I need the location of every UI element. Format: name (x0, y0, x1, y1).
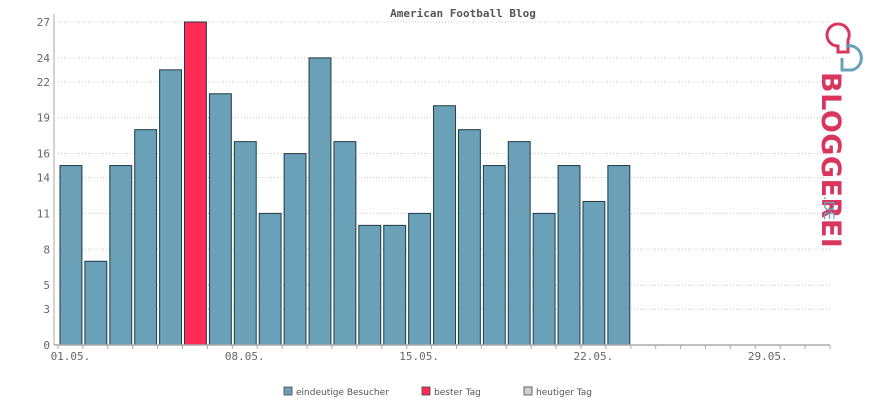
legend-item: heutiger Tag (523, 386, 592, 398)
bar (557, 165, 581, 346)
bar (507, 141, 531, 346)
bar (457, 129, 481, 346)
legend-label: heutiger Tag (536, 388, 592, 398)
bar (159, 69, 183, 346)
legend-swatch (523, 386, 533, 396)
bar (482, 165, 506, 346)
x-tick-label: 01.05. (51, 350, 91, 363)
bar (383, 224, 407, 346)
bar (408, 212, 432, 346)
legend-swatch (421, 386, 431, 396)
y-tick-label: 14 (37, 172, 51, 185)
legend-item: eindeutige Besucher (283, 386, 389, 398)
bar (283, 153, 307, 346)
brand-suffix: .DE (820, 196, 836, 220)
bar (433, 105, 456, 346)
axes: 0 3 5 8 11 14 16 19 22 24 27 01.05. 08.05. 15.05. 22.0… (37, 14, 831, 363)
legend: eindeutige Besucher bester Tag heutiger Ta… (283, 386, 592, 398)
bar (582, 200, 606, 346)
brand-name: BLOGGEREI (815, 72, 846, 248)
x-tick-label: 22.05. (574, 350, 614, 363)
bloggerei-logo: BLOGGEREI .DE (815, 22, 863, 248)
legend-label: eindeutige Besucher (296, 388, 389, 398)
y-tick-label: 27 (37, 16, 50, 29)
bars (59, 21, 631, 346)
y-tick-label: 24 (37, 52, 51, 65)
x-tick-label: 29.05. (748, 350, 788, 363)
y-tick-label: 22 (37, 76, 50, 89)
y-tick-label: 11 (37, 207, 50, 220)
bar (358, 224, 382, 346)
x-tick-label: 08.05. (225, 350, 265, 363)
bar (59, 165, 83, 346)
y-tick-label: 16 (37, 148, 50, 161)
bar (134, 129, 158, 346)
bar (84, 260, 108, 346)
y-tick-label: 8 (43, 243, 50, 256)
bar (532, 212, 556, 346)
y-tick-label: 5 (43, 279, 50, 292)
bar (233, 141, 257, 346)
bar (607, 165, 631, 346)
bar (109, 165, 133, 346)
legend-label: bester Tag (434, 388, 481, 398)
bloggerei-logo-icon (825, 22, 863, 72)
bar (308, 57, 332, 346)
legend-swatch (283, 386, 293, 396)
x-tick-label: 15.05. (399, 350, 439, 363)
chart-title: American Football Blog (390, 7, 536, 20)
legend-item: bester Tag (421, 386, 481, 398)
bar (208, 93, 232, 346)
bar (333, 141, 357, 346)
bar (258, 212, 282, 346)
y-tick-label: 19 (37, 112, 50, 125)
y-tick-label: 3 (43, 303, 50, 316)
y-tick-label: 0 (43, 339, 50, 352)
bar (184, 21, 207, 346)
